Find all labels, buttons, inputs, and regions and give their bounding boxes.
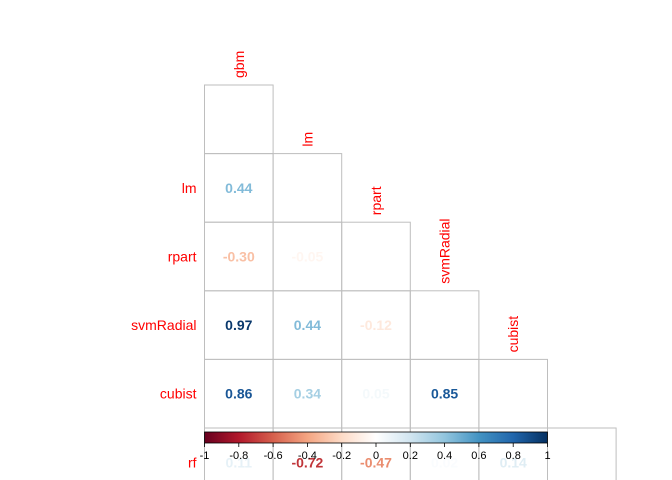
correlation-value: -0.72 (291, 454, 323, 470)
row-label: lm (182, 180, 197, 196)
row-label: rpart (168, 249, 197, 265)
matrix-cell (272, 153, 343, 223)
column-label: gbm (231, 51, 247, 78)
correlation-value: 0.05 (362, 386, 389, 402)
correlation-value: -0.47 (360, 454, 392, 470)
column-label: rpart (368, 186, 384, 215)
correlation-value: 0.02 (431, 454, 458, 470)
correlation-value: 0.34 (294, 386, 321, 402)
color-scale-bar (204, 431, 548, 444)
matrix-cell (478, 358, 548, 429)
color-scale-tick-label: -0.6 (264, 450, 283, 462)
matrix-cell (409, 290, 480, 360)
color-legend: -1 -0.8 -0.6 -0.4 -0.2 0 0.2 0.4 0.6 0.8 1 (200, 431, 551, 462)
correlation-value: 0.86 (225, 386, 252, 402)
color-scale-tick-label: 1 (544, 450, 550, 462)
row-labels: lm rpart svmRadial cubist rf (131, 180, 196, 470)
row-label: cubist (160, 386, 197, 402)
correlation-value: -0.12 (360, 317, 392, 333)
correlation-value: -0.05 (291, 249, 323, 265)
correlation-value: 0.44 (225, 180, 252, 196)
color-scale-tick-label: 0.6 (471, 450, 486, 462)
matrix-cell (547, 427, 617, 480)
column-label: svmRadial (437, 218, 453, 283)
matrix-cell (341, 221, 411, 292)
correlation-value: 0.85 (431, 386, 458, 402)
color-scale-tick-label: 0 (373, 450, 379, 462)
row-label: svmRadial (131, 317, 196, 333)
correlation-value: -0.30 (223, 249, 255, 265)
correlation-value: 0.97 (225, 317, 252, 333)
column-label: lm (299, 132, 315, 147)
color-scale-tick-label: 0.4 (437, 450, 452, 462)
matrix-cell (204, 84, 274, 155)
color-scale-tick-label: -0.4 (298, 450, 317, 462)
color-scale-tick-label: 0.8 (506, 450, 521, 462)
color-scale-tick-label: -0.2 (332, 450, 351, 462)
correlation-value: 0.11 (226, 454, 253, 470)
color-scale-tick-label: 0.2 (403, 450, 418, 462)
color-scale-tick-label: -1 (200, 450, 210, 462)
correlation-value: 0.44 (294, 317, 321, 333)
column-labels: gbm lm rpart svmRadial cubist (231, 51, 521, 353)
color-scale-tick-label: -0.8 (229, 450, 248, 462)
row-label: rf (188, 454, 197, 470)
column-label: cubist (505, 316, 521, 353)
correlation-value: 0.14 (500, 454, 527, 470)
matrix-cells: 0.44 -0.30 -0.05 0.97 0.44 -0.12 0.86 0.34 0.05 0… (204, 84, 617, 480)
